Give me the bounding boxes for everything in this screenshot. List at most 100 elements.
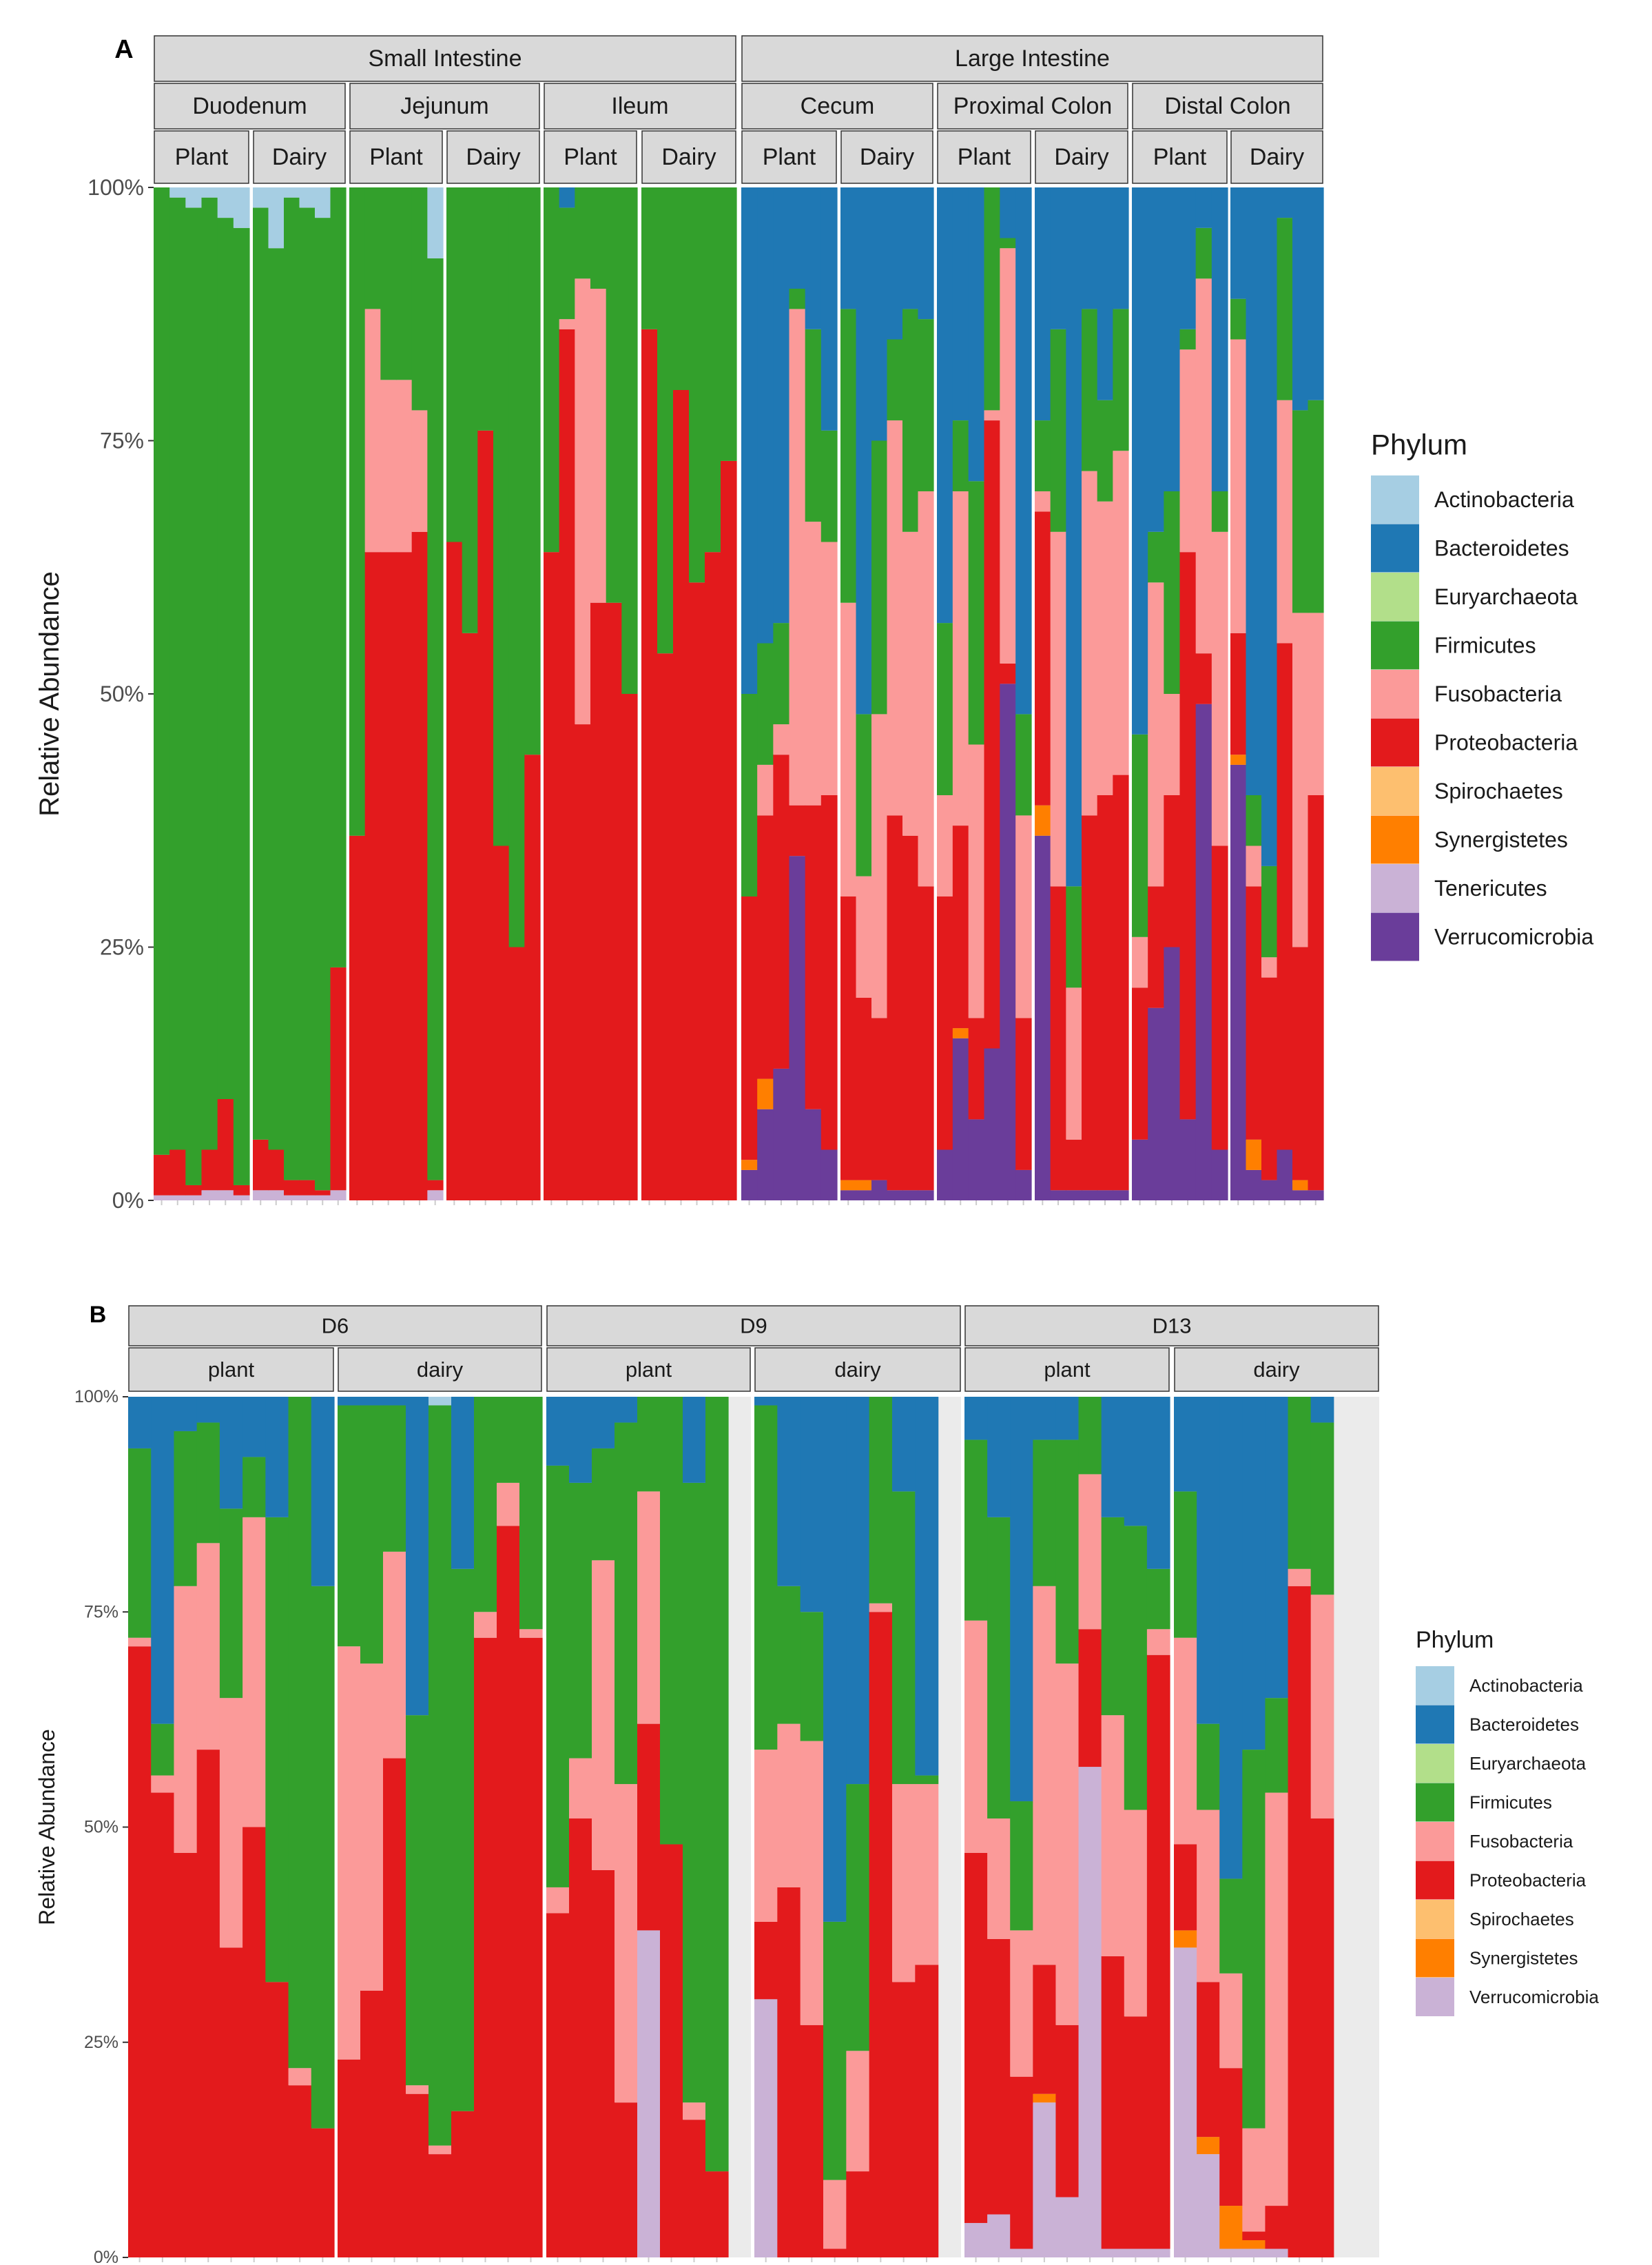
bar-segment-proteobacteria [446,542,463,1200]
bar-segment-proteobacteria [871,1018,888,1180]
strip-diet-dairy-box [338,1347,542,1392]
bar-segment-firmicutes [892,1491,916,1785]
bar-segment-firmicutes [1055,1439,1080,1664]
bar-segment-firmicutes [820,430,838,542]
y-tick-label: 100% [74,1387,118,1406]
bar-segment-fusobacteria [683,2102,706,2120]
legend-key-spirochaetes [1416,1900,1454,1938]
panel-letter-b: B [90,1302,107,1328]
bar-segment-firmicutes [1010,1801,1033,1931]
bar-segment-fusobacteria [1124,1810,1148,2017]
bar-segment-actinobacteria [233,187,250,228]
bar-segment-proteobacteria [284,1180,300,1196]
bar-segment-firmicutes [1035,420,1051,491]
bar-segment-verrucomicrobia [964,2223,988,2257]
y-tick-label: 25% [100,935,144,960]
bar-segment-firmicutes [952,420,969,491]
bar-segment-proteobacteria [1033,1965,1057,2094]
bar-segment-synergistetes [1033,2093,1057,2103]
bar-segment-proteobacteria [1164,795,1181,947]
bar-segment-fusobacteria [789,309,806,806]
bar-segment-proteobacteria [268,1149,285,1191]
bar-segment-firmicutes [1148,531,1164,583]
bar-segment-fusobacteria [1308,613,1324,795]
bar-segment-fusobacteria [1277,400,1293,644]
bar-segment-verrucomicrobia [1035,835,1051,1200]
bar-segment-proteobacteria [1010,2076,1033,2249]
y-tick-label: 100% [87,175,144,200]
bar-segment-proteobacteria [1246,886,1262,1140]
bar-segment-fusobacteria [592,1560,615,1870]
bar-segment-actinobacteria [315,187,331,218]
bar-segment-actinobacteria [185,187,203,208]
bar-segment-tenericutes [154,1195,170,1200]
bar-segment-bacteroidetes [360,1397,384,1406]
bar-segment-fusobacteria [777,1723,801,1887]
bar-segment-proteobacteria [299,1180,316,1196]
bar-segment-firmicutes [253,207,269,1140]
bar-segment-bacteroidetes [569,1397,592,1483]
bar-segment-firmicutes [1230,298,1247,340]
bar-segment-proteobacteria [805,805,822,1109]
bar-segment-firmicutes [1219,1878,1243,1974]
panel-a: A Plant Dairy Plant Dairy Plant Dairy Plant Dair… [34,35,1593,1213]
bar-segment-firmicutes [559,207,575,320]
y-axis-label: Relative Abundance [34,1729,59,1925]
bar-segment-verrucomicrobia [984,1048,1000,1200]
bar-segment-fusobacteria [869,1603,893,1612]
bar-segment-synergistetes [1246,1139,1262,1170]
legend-label-synergistetes: Synergistetes [1469,1948,1578,1969]
bar-segment-bacteroidetes [1164,187,1181,491]
bar-segment-firmicutes [451,1568,475,2111]
bar-segment-fusobacteria [1148,582,1164,887]
bar-segment-fusobacteria [497,1482,520,1526]
bar-segment-verrucomicrobia [1101,2248,1125,2257]
facet-distal-colon-dairy: Dairy [1230,130,1324,1205]
bar-segment-fusobacteria [338,1646,361,2060]
bar-segment-proteobacteria [1078,1629,1102,1767]
bar-segment-firmicutes [217,218,234,1100]
bar-segment-bacteroidetes [964,1397,988,1440]
bar-segment-bacteroidetes [383,1397,406,1406]
facet-proximal-colon-plant: Plant [937,130,1032,1205]
bar-segment-proteobacteria [1124,2016,1148,2249]
bar-segment-tenericutes [233,1195,250,1200]
bar-segment-verrucomicrobia [1148,1007,1164,1200]
strip-small-intestine-label: Small Intestine [369,45,522,72]
strip-diet-dairy-box [446,130,540,184]
bar-segment-firmicutes [657,187,674,654]
bar-segment-firmicutes [462,187,478,633]
bar-segment-actinobacteria [201,187,218,198]
bar-segment-proteobacteria [615,2102,638,2257]
bar-segment-fusobacteria [1310,1595,1334,1819]
bar-segment-firmicutes [380,187,397,380]
legend-key-firmicutes [1416,1783,1454,1822]
bar-segment-proteobacteria [689,582,705,1200]
strip-diet-plant-label: Plant [175,144,229,170]
strip-d13-label: D13 [1153,1314,1192,1338]
bar-segment-proteobacteria [673,390,690,1200]
bar-segment-fusobacteria [360,1663,384,1991]
bar-segment-firmicutes [1000,238,1016,249]
bar-segment-fusobacteria [575,278,591,725]
strip-diet-plant-label: Plant [369,144,423,170]
bar-segment-proteobacteria [641,329,658,1200]
bar-segment-fusobacteria [429,2145,452,2155]
bar-segment-verrucomicrobia [1010,2248,1033,2257]
bar-segment-fusobacteria [964,1620,988,1853]
bar-segment-bacteroidetes [892,1397,916,1492]
bar-segment-fusobacteria [1033,1586,1057,1965]
bar-segment-proteobacteria [1195,653,1212,704]
facet-jejunum-dairy: Dairy [446,130,541,1205]
bar-segment-bacteroidetes [1219,1397,1243,1879]
strip-d13-box [964,1305,1379,1346]
strip-diet-plant-box [1132,130,1228,184]
bar-segment-firmicutes [1288,1397,1312,1569]
bar-segment-synergistetes [856,1180,872,1191]
strip-d9-box [546,1305,961,1346]
bar-segment-firmicutes [615,1422,638,1785]
bar-segment-firmicutes [151,1723,175,1776]
legend-key-verrucomicrobia [1371,912,1419,961]
bar-segment-proteobacteria [789,805,806,857]
bar-segment-fusobacteria [805,522,822,806]
